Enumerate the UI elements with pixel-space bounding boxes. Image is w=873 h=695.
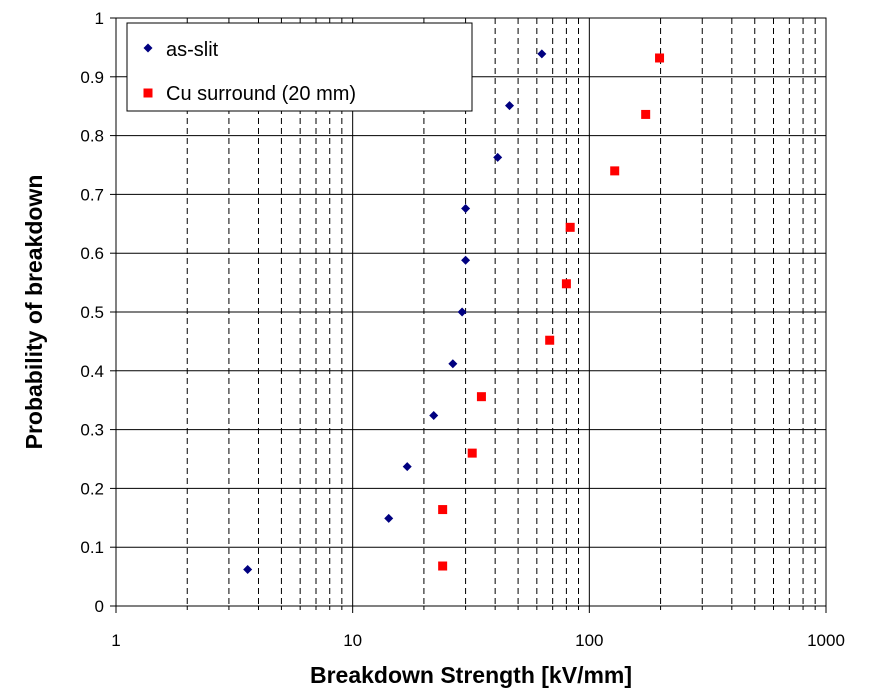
data-point-diamond <box>461 204 471 214</box>
data-point-diamond <box>448 359 458 369</box>
data-point-square <box>565 222 575 232</box>
data-point-square <box>610 166 620 176</box>
data-point-square <box>561 279 571 289</box>
data-point-diamond <box>243 565 253 575</box>
x-tick-label: 1 <box>111 631 120 650</box>
y-tick-label: 0.1 <box>80 538 104 557</box>
y-tick-label: 0.3 <box>80 421 104 440</box>
x-tick-label: 100 <box>575 631 603 650</box>
legend-marker-cu-surround <box>143 88 153 98</box>
data-point-diamond <box>461 255 471 265</box>
data-point-diamond <box>384 513 394 523</box>
y-tick-label: 0.8 <box>80 127 104 146</box>
series-as-slit <box>243 49 547 575</box>
y-tick-label: 0.6 <box>80 244 104 263</box>
y-tick-label: 0.7 <box>80 185 104 204</box>
y-tick-label: 0.4 <box>80 362 104 381</box>
y-tick-label: 1 <box>95 9 104 28</box>
data-point-diamond <box>505 101 515 111</box>
data-point-diamond <box>457 307 467 317</box>
data-point-square <box>476 392 486 402</box>
data-points <box>243 49 665 575</box>
legend-box <box>126 22 473 112</box>
legend: as-slit Cu surround (20 mm) <box>126 22 473 112</box>
data-point-diamond <box>493 152 503 162</box>
x-axis-title: Breakdown Strength [kV/mm] <box>310 662 632 688</box>
grid <box>115 17 827 607</box>
x-tick-label: 1000 <box>807 631 845 650</box>
series-cu-surround <box>438 53 665 571</box>
data-point-square <box>545 335 555 345</box>
data-point-square <box>641 109 651 119</box>
y-tick-label: 0.5 <box>80 303 104 322</box>
data-point-square <box>467 448 477 458</box>
data-point-diamond <box>429 410 439 420</box>
y-tick-label: 0.9 <box>80 68 104 87</box>
x-tick-label: 10 <box>343 631 362 650</box>
axis-ticks: 0 0.1 0.2 0.3 0.4 0.5 0.6 0.7 0.8 0.9 1 1 10 100 1000 <box>80 9 845 650</box>
data-point-square <box>655 53 665 63</box>
data-point-diamond <box>402 462 412 472</box>
data-point-square <box>438 505 448 515</box>
legend-marker-as-slit <box>143 43 153 53</box>
data-point-square <box>438 561 448 571</box>
data-point-diamond <box>537 49 547 59</box>
y-axis-title: Probability of breakdown <box>21 175 47 450</box>
y-tick-label: 0.2 <box>80 479 104 498</box>
legend-label-cu-surround: Cu surround (20 mm) <box>166 83 356 105</box>
y-tick-label: 0 <box>95 597 104 616</box>
legend-label-as-slit: as-slit <box>166 39 219 61</box>
